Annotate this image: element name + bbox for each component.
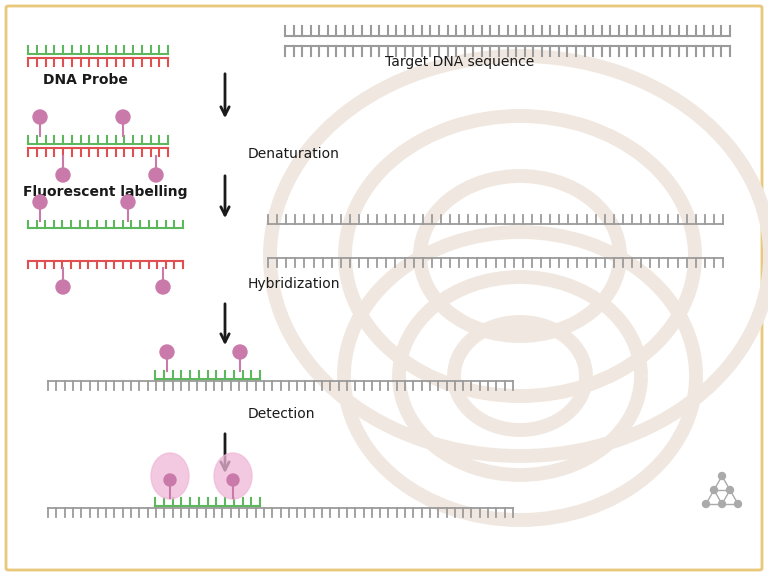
Circle shape: [227, 474, 239, 486]
Text: Denaturation: Denaturation: [248, 147, 340, 161]
Text: Fluorescent labelling: Fluorescent labelling: [23, 185, 187, 199]
Circle shape: [233, 345, 247, 359]
Circle shape: [33, 110, 47, 124]
Circle shape: [719, 472, 726, 479]
FancyBboxPatch shape: [6, 6, 762, 570]
Circle shape: [719, 501, 726, 507]
Ellipse shape: [214, 453, 252, 499]
Circle shape: [160, 345, 174, 359]
Circle shape: [727, 487, 733, 494]
Circle shape: [116, 110, 130, 124]
Circle shape: [121, 195, 135, 209]
Circle shape: [156, 280, 170, 294]
Text: Target DNA sequence: Target DNA sequence: [385, 55, 535, 69]
Text: DNA Probe: DNA Probe: [43, 73, 128, 87]
Circle shape: [703, 501, 710, 507]
Circle shape: [164, 474, 176, 486]
Circle shape: [734, 501, 741, 507]
Text: Detection: Detection: [248, 407, 316, 421]
Circle shape: [33, 195, 47, 209]
Circle shape: [56, 168, 70, 182]
Circle shape: [710, 487, 717, 494]
Circle shape: [56, 280, 70, 294]
Text: Hybridization: Hybridization: [248, 277, 340, 291]
Circle shape: [149, 168, 163, 182]
Ellipse shape: [151, 453, 189, 499]
